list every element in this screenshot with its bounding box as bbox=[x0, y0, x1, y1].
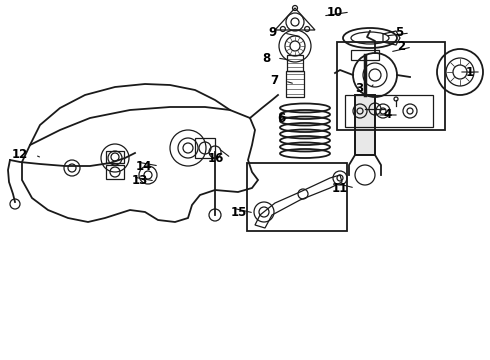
Text: 4: 4 bbox=[384, 108, 392, 122]
Text: 7: 7 bbox=[270, 75, 278, 87]
Bar bbox=[345, 95, 433, 127]
Text: 12: 12 bbox=[12, 148, 28, 162]
Text: 3: 3 bbox=[355, 81, 363, 94]
Text: 6: 6 bbox=[277, 112, 285, 125]
Text: 11: 11 bbox=[332, 181, 348, 194]
Bar bbox=[287, 55, 303, 71]
Bar bbox=[337, 42, 445, 130]
Bar bbox=[106, 165, 124, 179]
Text: 14: 14 bbox=[136, 159, 152, 172]
Bar bbox=[286, 71, 304, 97]
Text: 15: 15 bbox=[231, 207, 247, 220]
Bar bbox=[355, 95, 375, 155]
Text: 5: 5 bbox=[395, 27, 403, 40]
Bar bbox=[195, 138, 215, 158]
Bar bbox=[247, 163, 347, 231]
Bar bbox=[351, 50, 379, 60]
Text: 8: 8 bbox=[262, 51, 270, 64]
Bar bbox=[106, 151, 124, 163]
Text: 13: 13 bbox=[132, 175, 148, 188]
Text: 1: 1 bbox=[466, 66, 474, 78]
Text: 9: 9 bbox=[269, 27, 277, 40]
Text: 16: 16 bbox=[208, 152, 224, 165]
Bar bbox=[355, 95, 375, 155]
Text: 2: 2 bbox=[397, 40, 405, 54]
Text: 10: 10 bbox=[327, 5, 343, 18]
